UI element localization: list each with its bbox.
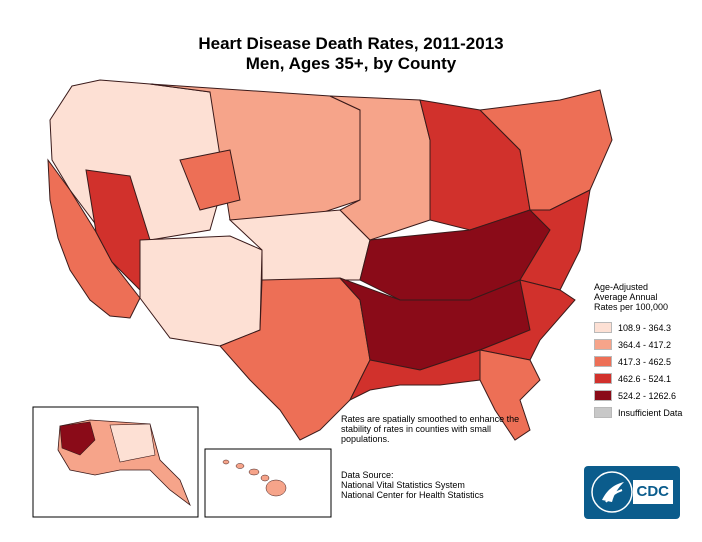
source-line: National Center for Health Statistics: [341, 490, 484, 500]
alaska-interior: [109, 423, 156, 463]
cdc-logo: CDC: [584, 466, 680, 519]
source-line: National Vital Statistics System: [341, 480, 465, 490]
legend-label: Insufficient Data: [618, 407, 683, 418]
legend-title-line: Age-Adjusted: [594, 282, 649, 292]
legend-title-line: Average Annual: [594, 292, 658, 302]
legend-item: Insufficient Data: [594, 405, 699, 420]
legend-label: 417.3 - 462.5: [618, 356, 672, 367]
map-title: Heart Disease Death Rates, 2011-2013 Men…: [0, 34, 702, 74]
smoothing-text: Rates are spatially smoothed to enhance …: [341, 414, 520, 444]
legend-swatch: [594, 356, 612, 367]
legend-swatch: [594, 407, 612, 418]
alaska-inset: [32, 406, 199, 518]
title-line-1: Heart Disease Death Rates, 2011-2013: [198, 34, 504, 53]
legend-label: 524.2 - 1262.6: [618, 390, 677, 401]
smoothing-note: Rates are spatially smoothed to enhance …: [341, 414, 541, 454]
legend: Age-Adjusted Average Annual Rates per 10…: [594, 282, 699, 422]
region-mid-atlantic: [519, 189, 591, 291]
legend-title: Age-Adjusted Average Annual Rates per 10…: [594, 282, 699, 312]
region-southwest: [139, 235, 263, 347]
region-california: [47, 158, 141, 319]
legend-item: 462.6 - 524.1: [594, 371, 699, 386]
region-mountain-patch: [179, 149, 241, 211]
data-source: Data Source: National Vital Statistics S…: [341, 470, 561, 500]
legend-item: 108.9 - 364.3: [594, 320, 699, 335]
legend-swatch: [594, 322, 612, 333]
legend-label: 364.4 - 417.2: [618, 339, 672, 350]
legend-label: 108.9 - 364.3: [618, 322, 672, 333]
legend-item: 364.4 - 417.2: [594, 337, 699, 352]
legend-label: 462.6 - 524.1: [618, 373, 672, 384]
legend-item: 417.3 - 462.5: [594, 354, 699, 369]
region-southeast: [478, 279, 576, 361]
legend-swatch: [594, 390, 612, 401]
legend-swatch: [594, 339, 612, 350]
legend-title-line: Rates per 100,000: [594, 302, 669, 312]
hhs-eagle-icon: [591, 471, 633, 513]
legend-swatch: [594, 373, 612, 384]
title-line-2: Men, Ages 35+, by County: [245, 54, 457, 73]
hawaii-inset: [204, 448, 332, 518]
legend-item: 524.2 - 1262.6: [594, 388, 699, 403]
contiguous-us: [47, 79, 613, 441]
cdc-logo-text: CDC: [632, 480, 673, 504]
alaska-west: [59, 421, 96, 456]
region-florida: [479, 349, 541, 441]
region-gulf-coast: [348, 349, 481, 402]
source-heading: Data Source:: [341, 470, 394, 480]
